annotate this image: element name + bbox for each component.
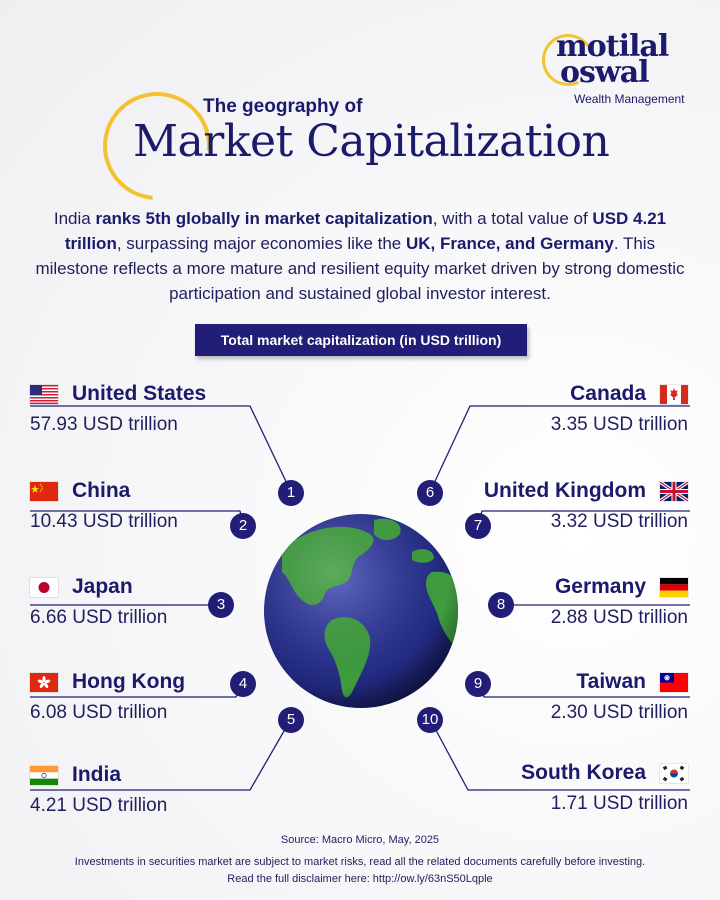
country-value: 3.35 USD trillion bbox=[550, 414, 688, 435]
country-entry-south-korea: South Korea 1.71 USD trillion bbox=[450, 760, 688, 820]
country-name: Canada bbox=[570, 382, 646, 405]
logo-word-2: oswal bbox=[560, 55, 650, 90]
country-value: 1.71 USD trillion bbox=[550, 793, 688, 814]
country-name: Japan bbox=[72, 575, 133, 598]
connector-line-5 bbox=[30, 718, 292, 791]
connector-line-6 bbox=[429, 405, 690, 493]
country-entry-japan: Japan 6.66 USD trillion bbox=[30, 574, 270, 634]
connector-line-10 bbox=[429, 718, 690, 791]
rank-badge: 1 bbox=[278, 480, 304, 506]
country-value: 6.66 USD trillion bbox=[30, 607, 168, 628]
country-name: Taiwan bbox=[576, 670, 646, 693]
germany-flag-icon bbox=[660, 578, 688, 597]
country-entry-canada: Canada 3.35 USD trillion bbox=[450, 381, 688, 441]
country-name: United States bbox=[72, 382, 207, 405]
country-name: Hong Kong bbox=[72, 670, 186, 693]
country-entry-united-kingdom: United Kingdom 3.32 USD trillion bbox=[450, 478, 688, 538]
source-note: Source: Macro Micro, May, 2025 bbox=[280, 834, 440, 846]
country-value: 10.43 USD trillion bbox=[30, 511, 178, 532]
country-entry-germany: Germany 2.88 USD trillion bbox=[450, 574, 688, 634]
country-value: 57.93 USD trillion bbox=[30, 414, 178, 435]
uk-flag-icon bbox=[660, 482, 688, 501]
chart-caption: Total market capitalization (in USD tril… bbox=[195, 324, 527, 356]
logo-tagline: Wealth Management bbox=[574, 92, 685, 106]
brand-logo: motilal oswal Wealth Management bbox=[534, 26, 692, 110]
country-value: 6.08 USD trillion bbox=[30, 702, 168, 723]
taiwan-flag-icon bbox=[660, 673, 688, 692]
rank-badge: 8 bbox=[488, 592, 514, 618]
rank-badge: 2 bbox=[230, 513, 256, 539]
country-value: 3.32 USD trillion bbox=[550, 511, 688, 532]
intro-text: , surpassing major economies like the bbox=[116, 234, 406, 253]
us-flag-icon bbox=[30, 385, 58, 404]
rank-badge: 6 bbox=[417, 480, 443, 506]
country-name: India bbox=[72, 763, 122, 786]
country-value: 2.88 USD trillion bbox=[550, 607, 688, 628]
country-value: 2.30 USD trillion bbox=[550, 702, 688, 723]
country-name: China bbox=[72, 479, 131, 502]
country-entry-hong-kong: Hong Kong 6.08 USD trillion bbox=[30, 669, 270, 729]
country-name: Germany bbox=[554, 575, 646, 598]
rank-badge: 9 bbox=[465, 671, 491, 697]
country-entry-taiwan: Taiwan 2.30 USD trillion bbox=[450, 669, 688, 729]
rank-badge: 5 bbox=[278, 707, 304, 733]
intro-paragraph: India ranks 5th globally in market capit… bbox=[30, 206, 690, 306]
rank-badge: 3 bbox=[208, 592, 234, 618]
japan-flag-icon bbox=[30, 578, 58, 597]
connector-line-1 bbox=[30, 405, 292, 493]
intro-text: India bbox=[53, 209, 96, 228]
intro-text: , with a total value of bbox=[432, 209, 593, 228]
canada-flag-icon bbox=[660, 385, 688, 404]
country-entry-india: India 4.21 USD trillion bbox=[30, 762, 270, 822]
rank-badge: 10 bbox=[417, 707, 443, 733]
country-entry-china: China 10.43 USD trillion bbox=[30, 478, 270, 538]
disclaimer-text: Investments in securities market are sub… bbox=[74, 856, 646, 868]
disclaimer-link-text: Read the full disclaimer here: http://ow… bbox=[227, 873, 493, 885]
rank-badge: 4 bbox=[230, 671, 256, 697]
south-korea-flag-icon bbox=[660, 764, 688, 783]
intro-highlight: UK, France, and Germany bbox=[405, 234, 614, 253]
intro-highlight: ranks 5th globally in market capitalizat… bbox=[95, 209, 433, 228]
globe-icon bbox=[264, 514, 458, 708]
hong-kong-flag-icon bbox=[30, 673, 58, 692]
country-name: South Korea bbox=[521, 761, 646, 784]
china-flag-icon bbox=[30, 482, 58, 501]
intro-text: . This milestone reflects a more mature … bbox=[35, 234, 685, 303]
india-flag-icon bbox=[30, 766, 58, 785]
rank-badge: 7 bbox=[465, 513, 491, 539]
logo-word-1: motilal bbox=[556, 29, 669, 64]
country-entry-united-states: United States 57.93 USD trillion bbox=[30, 381, 270, 441]
country-name: United Kingdom bbox=[483, 479, 646, 502]
page-subtitle: The geography of bbox=[203, 96, 363, 117]
page-title: Market Capitalization bbox=[133, 116, 610, 167]
intro-highlight: USD 4.21 trillion bbox=[64, 209, 667, 253]
country-value: 4.21 USD trillion bbox=[30, 795, 168, 816]
